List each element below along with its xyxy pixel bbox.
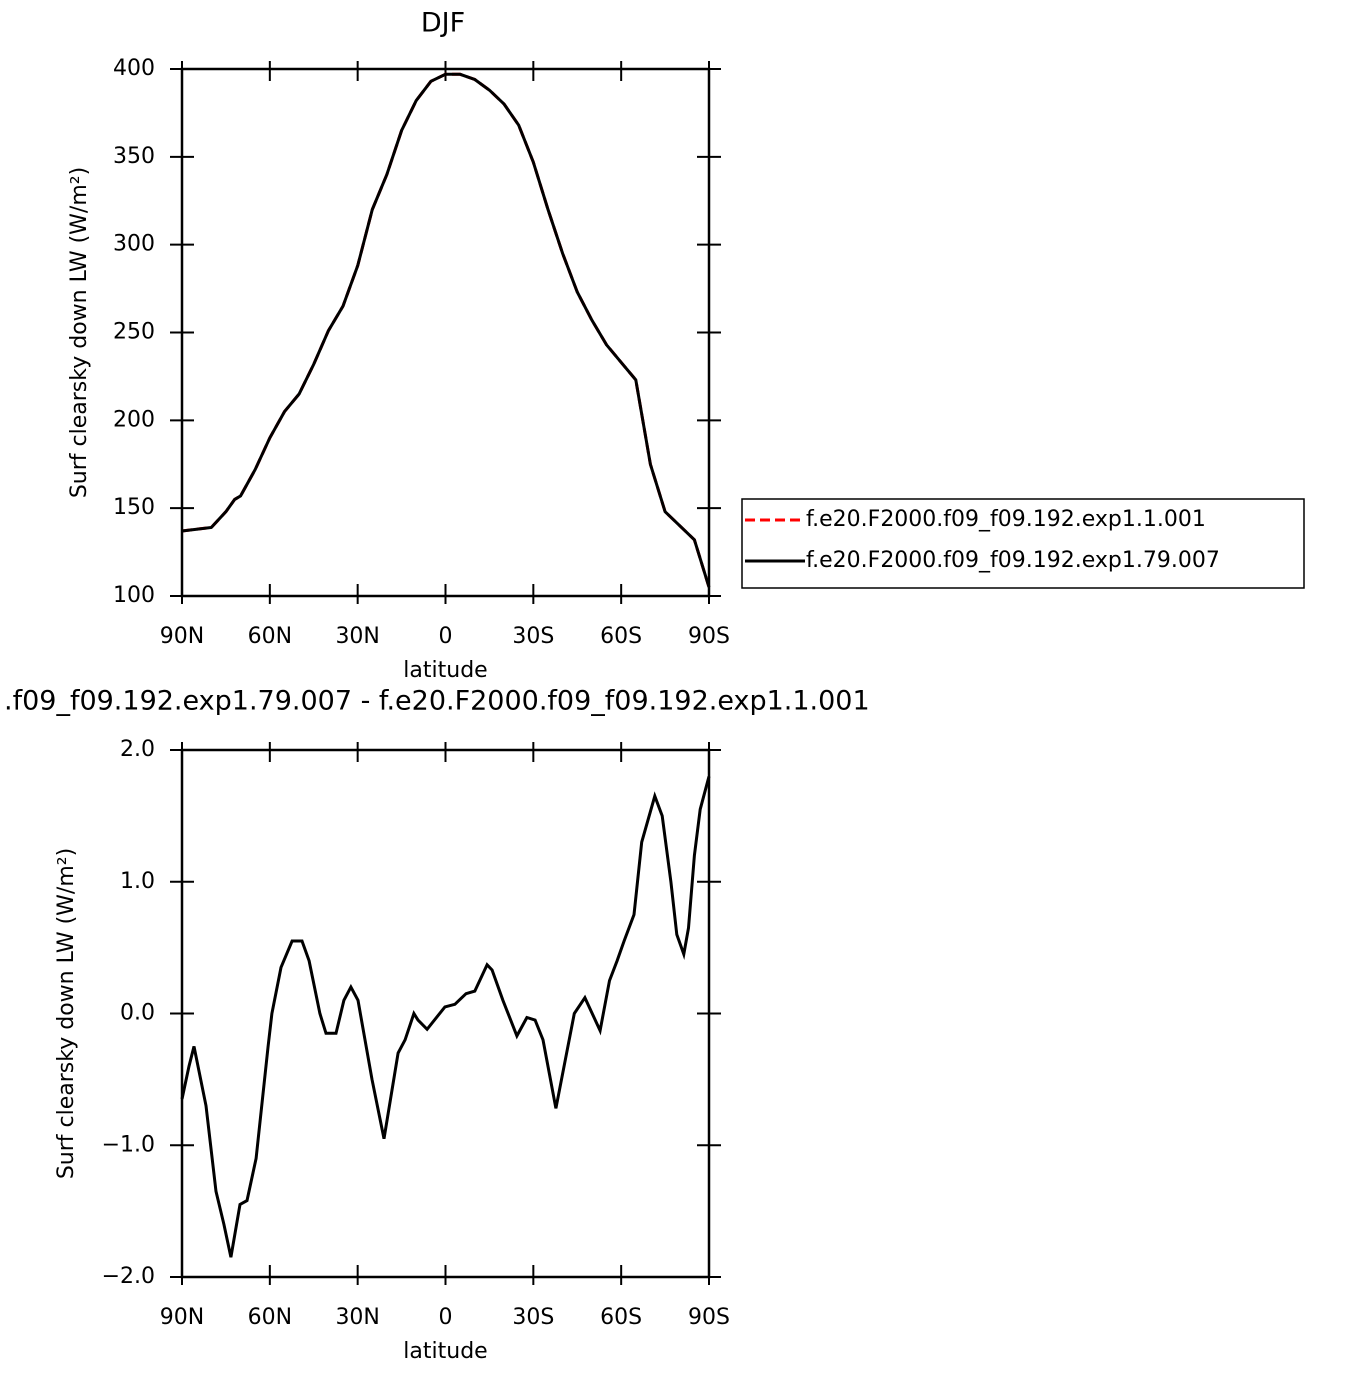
y-tick-label: 1.0 [120,869,155,894]
legend-label: f.e20.F2000.f09_f09.192.exp1.79.007 [806,548,1220,573]
x-tick-label: 30S [512,624,554,649]
chart-title: DJF [421,8,465,39]
x-tick-label: 90S [688,1305,730,1330]
x-tick-label: 0 [439,1305,453,1330]
x-axis-label: latitude [403,1339,487,1364]
x-tick-label: 90N [160,1305,204,1330]
plot-frame [180,748,711,1279]
x-tick-label: 60N [248,1305,292,1330]
x-tick-label: 90N [160,624,204,649]
x-tick-label: 30N [335,624,379,649]
legend-label: f.e20.F2000.f09_f09.192.exp1.1.001 [806,507,1206,532]
y-tick-label: 300 [113,232,155,257]
y-tick-label: 400 [113,56,155,81]
y-axis-label: Surf clearsky down LW (W/m²) [67,167,92,498]
y-tick-label: 250 [113,320,155,345]
y-tick-label: 150 [113,495,155,520]
y-tick-label: −1.0 [102,1132,155,1157]
x-tick-label: 0 [439,624,453,649]
y-tick-label: 0.0 [120,1001,155,1026]
y-tick-label: −2.0 [102,1264,155,1289]
data-line [180,776,711,1258]
x-tick-label: 60N [248,624,292,649]
data-line [181,72,711,588]
x-tick-label: 60S [600,624,642,649]
chart-title: .f09_f09.192.exp1.79.007 - f.e20.F2000.f… [4,686,870,717]
y-tick-label: 100 [113,583,155,608]
x-tick-label: 30N [335,1305,379,1330]
x-tick-label: 60S [600,1305,642,1330]
y-tick-label: 350 [113,144,155,169]
x-tick-label: 90S [688,624,730,649]
plot-frame [180,67,711,598]
x-tick-label: 30S [512,1305,554,1330]
y-tick-label: 200 [113,407,155,432]
y-axis-label: Surf clearsky down LW (W/m²) [54,848,79,1179]
y-tick-label: 2.0 [120,737,155,762]
x-axis-label: latitude [403,658,487,683]
legend-box [741,498,1305,589]
data-line [181,72,711,588]
